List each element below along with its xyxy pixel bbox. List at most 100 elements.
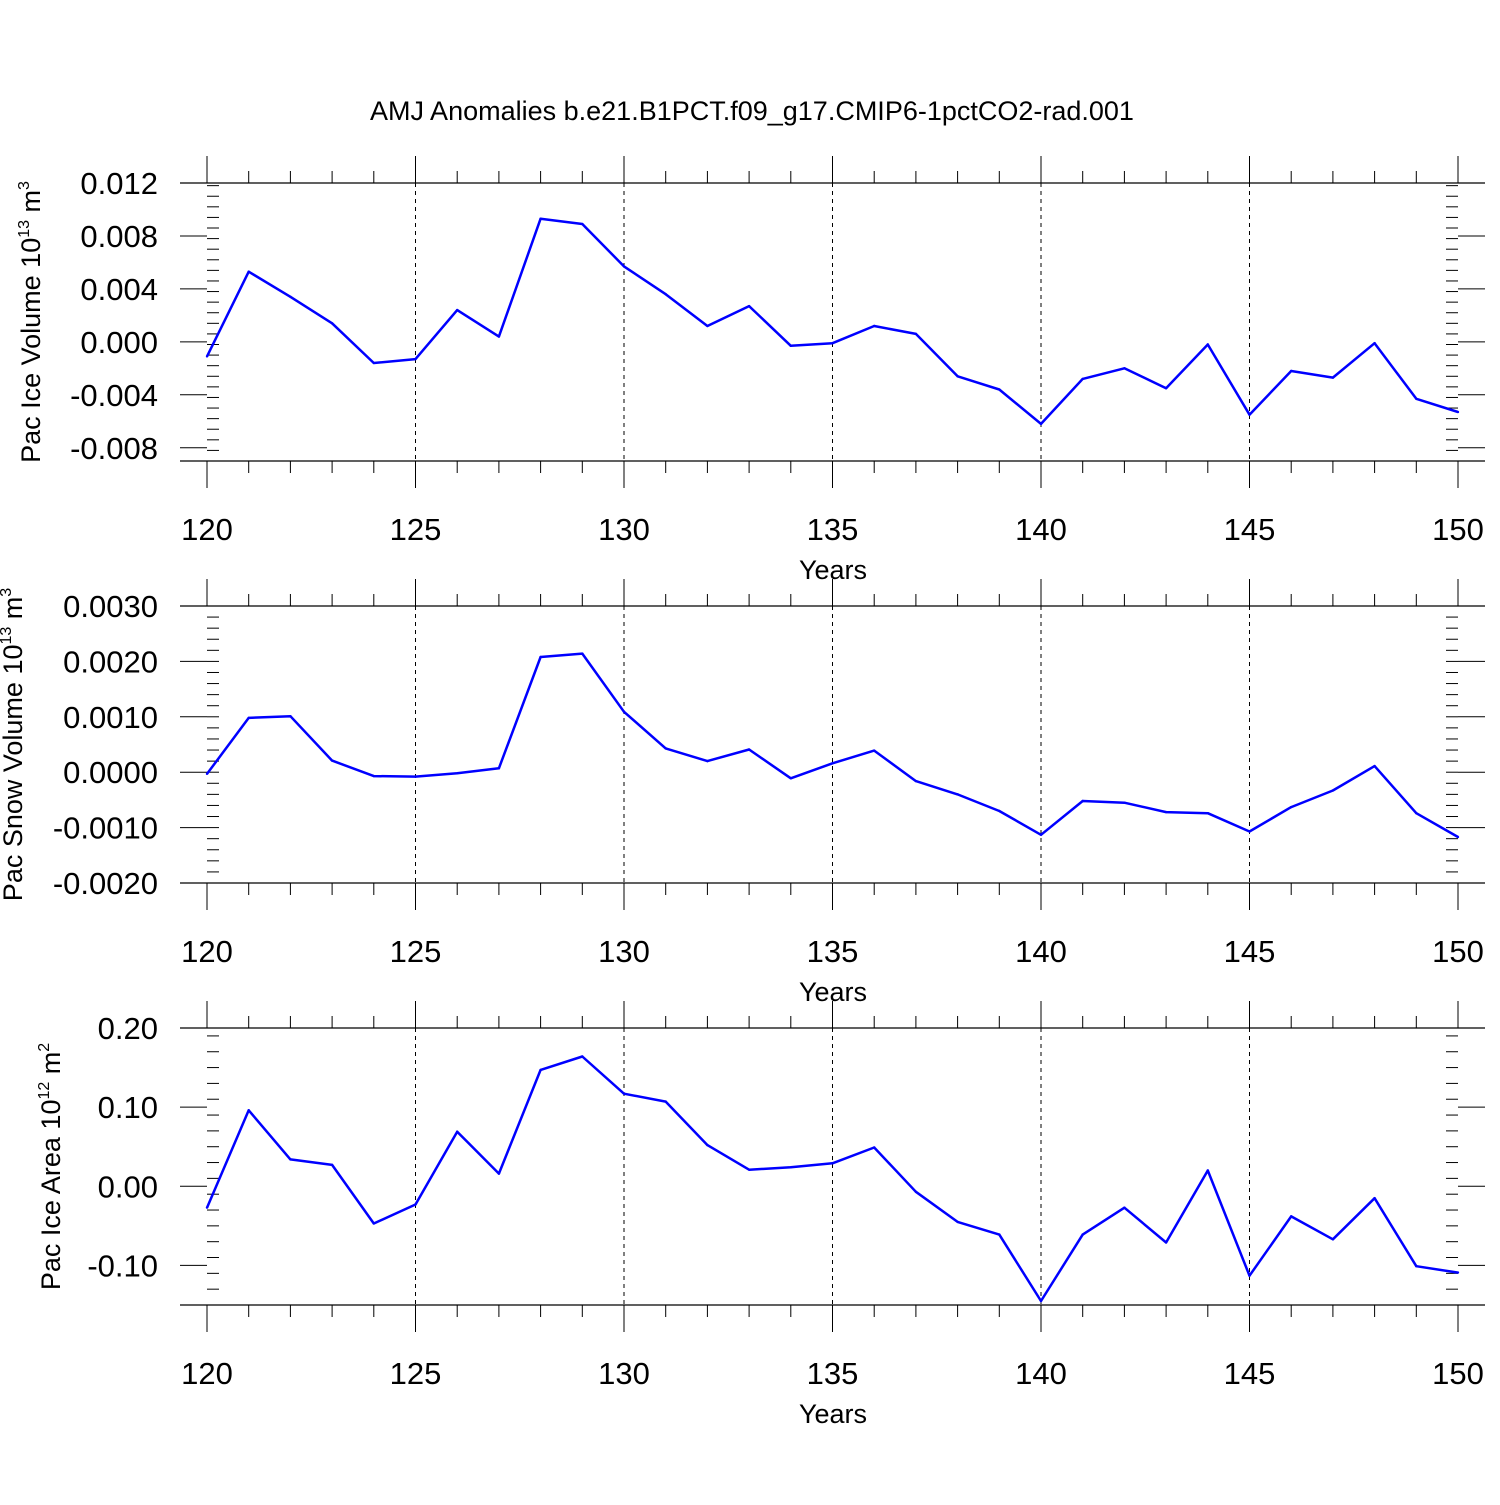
data-point <box>664 1100 667 1103</box>
data-point <box>581 1055 584 1058</box>
data-point <box>497 335 501 338</box>
y-axis-label-unit-exponent: 2 <box>36 1043 53 1052</box>
data-point <box>1415 811 1418 815</box>
y-tick-label: 0.004 <box>80 272 158 307</box>
data-point <box>789 777 792 780</box>
data-point <box>622 265 626 268</box>
y-axis-label: Pac Ice Area 1012 m2 <box>36 1043 66 1290</box>
data-point <box>1123 367 1126 370</box>
y-tick-label: -0.004 <box>70 378 158 413</box>
y-tick-label: 0.0020 <box>63 644 158 679</box>
data-point <box>581 652 584 655</box>
y-tick-label: -0.0010 <box>53 811 158 846</box>
x-tick-label: 140 <box>1015 512 1067 547</box>
data-point <box>456 308 459 312</box>
x-tick-label: 120 <box>181 1356 233 1391</box>
data-point <box>1331 789 1335 792</box>
data-point <box>789 344 792 348</box>
data-point <box>1415 1265 1418 1268</box>
data-point <box>1456 835 1460 839</box>
y-tick-label: 0.0030 <box>63 589 158 624</box>
data-point <box>1373 764 1376 768</box>
x-tick-label: 130 <box>598 1356 650 1391</box>
y-tick-label: 0.10 <box>98 1090 158 1125</box>
data-point <box>956 1220 959 1224</box>
x-tick-label: 145 <box>1224 934 1276 969</box>
data-point <box>1081 1233 1084 1236</box>
data-point <box>205 1206 209 1209</box>
y-tick-label: -0.0020 <box>53 866 158 901</box>
y-tick-label: 0.012 <box>80 166 158 201</box>
data-point <box>914 332 918 336</box>
data-point <box>247 1109 250 1112</box>
data-point <box>1415 397 1418 400</box>
data-point <box>831 1162 834 1165</box>
data-point <box>1373 341 1376 345</box>
y-tick-label: 0.00 <box>98 1169 158 1204</box>
data-point <box>414 1203 417 1206</box>
data-point <box>998 809 1001 813</box>
x-tick-label: 135 <box>807 1356 859 1391</box>
data-point <box>747 304 751 308</box>
data-point <box>1081 799 1084 803</box>
data-point <box>1456 410 1460 414</box>
data-point <box>1331 1238 1335 1241</box>
data-point <box>873 1146 876 1149</box>
x-tick-label: 145 <box>1224 1356 1276 1391</box>
data-point <box>497 1172 501 1175</box>
data-point <box>289 295 292 299</box>
data-point <box>664 293 667 296</box>
data-point <box>330 759 334 762</box>
data-point <box>414 357 417 361</box>
x-tick-label: 125 <box>390 934 442 969</box>
data-point <box>539 655 542 659</box>
x-tick-label: 140 <box>1015 1356 1067 1391</box>
y-tick-label: 0.000 <box>80 325 158 360</box>
data-point <box>247 270 250 273</box>
panels: -0.008 -0.004 0.000 0.004 0.008 0.012 120 125 13… <box>0 156 1485 1429</box>
y-axis-label-exponent: 13 <box>0 627 15 645</box>
y-axis-label-main: Pac Ice Area 10 <box>36 1100 66 1291</box>
x-tick-label: 135 <box>807 934 859 969</box>
x-tick-label: 150 <box>1432 934 1484 969</box>
data-point <box>1164 810 1168 814</box>
y-axis-label-exponent: 12 <box>36 1082 53 1100</box>
y-tick-label: 0.0010 <box>63 700 158 735</box>
data-point <box>539 1068 542 1072</box>
y-tick-label: 0.008 <box>80 219 158 254</box>
data-point <box>1290 1215 1293 1218</box>
data-point <box>622 1092 626 1095</box>
data-point <box>1456 1271 1460 1274</box>
x-tick-label: 150 <box>1432 1356 1484 1391</box>
data-point <box>789 1166 792 1169</box>
data-point <box>1290 805 1293 809</box>
data-point <box>456 772 459 775</box>
x-tick-label: 140 <box>1015 934 1067 969</box>
data-point <box>831 341 834 345</box>
y-tick-label: 0.20 <box>98 1011 158 1046</box>
data-point <box>539 217 542 220</box>
x-axis-label: Years <box>799 1399 867 1429</box>
data-point <box>998 1233 1001 1236</box>
data-point <box>1206 1169 1210 1172</box>
data-point <box>914 1190 918 1194</box>
x-tick-label: 125 <box>390 512 442 547</box>
data-point <box>706 759 709 763</box>
data-point <box>706 324 709 328</box>
data-point <box>1164 386 1168 390</box>
data-point <box>1081 377 1084 381</box>
data-point <box>1123 1206 1126 1209</box>
data-point <box>831 762 834 765</box>
data-point <box>914 779 918 783</box>
panel-3: -0.10 0.00 0.10 0.20 120 125 130 135 140 145 150 Ye… <box>36 1001 1485 1429</box>
data-point <box>956 793 959 796</box>
x-tick-label: 150 <box>1432 512 1484 547</box>
data-point <box>497 767 501 770</box>
x-tick-label: 145 <box>1224 512 1276 547</box>
data-point <box>1248 413 1251 416</box>
data-point <box>414 775 417 778</box>
data-point <box>1039 833 1043 837</box>
data-point <box>205 772 209 776</box>
data-point <box>1206 343 1210 346</box>
